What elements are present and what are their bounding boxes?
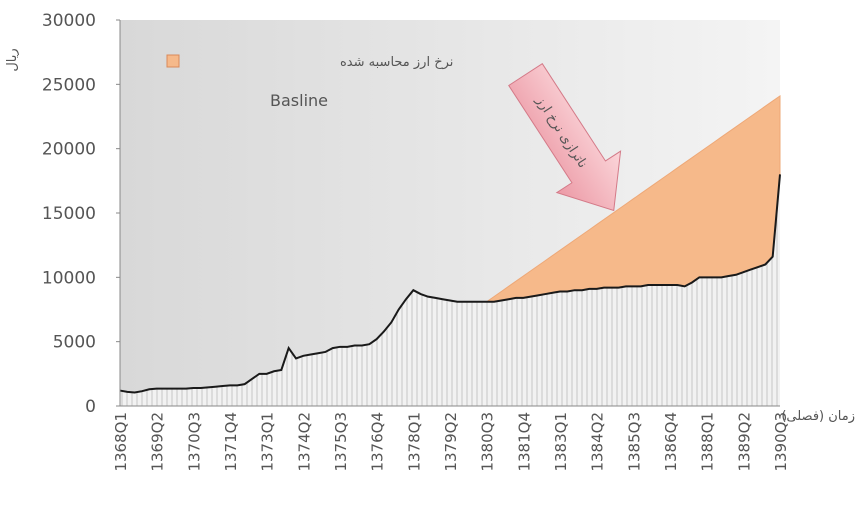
baseline-line <box>119 174 781 394</box>
legend-label: نرخ ارز محاسبه شده <box>340 55 453 70</box>
x-tick-label: 1390Q3 <box>772 412 790 472</box>
x-tick-label: 1374Q2 <box>295 412 313 472</box>
x-tick-label: 1380Q3 <box>479 412 497 472</box>
y-tick-label: 30000 <box>42 11 96 31</box>
y-tick-label: 5000 <box>53 333 96 353</box>
legend-swatch <box>166 54 180 68</box>
x-axis-label: زمان (فصلی) <box>781 409 855 424</box>
x-tick-label: 1379Q2 <box>442 412 460 472</box>
y-tick-label: 15000 <box>42 204 96 224</box>
x-tick-label: 1376Q4 <box>369 412 387 472</box>
x-tick-label: 1385Q3 <box>625 412 643 472</box>
x-tick-label: 1378Q1 <box>405 412 423 472</box>
x-tick-label: 1370Q3 <box>185 412 203 472</box>
x-tick-label: 1373Q1 <box>259 412 277 472</box>
baseline-fill <box>120 174 780 406</box>
x-tick-label: 1381Q4 <box>515 412 533 472</box>
series-label: Basline <box>270 91 328 110</box>
x-tick-label: 1383Q1 <box>552 412 570 472</box>
x-tick-label: 1389Q2 <box>735 412 753 472</box>
y-tick-label: 20000 <box>42 140 96 160</box>
x-tick-label: 1368Q1 <box>112 412 130 472</box>
x-tick-label: 1371Q4 <box>222 412 240 472</box>
x-tick-label: 1369Q2 <box>149 412 167 472</box>
y-tick-label: 10000 <box>42 268 96 288</box>
y-tick-label: 0 <box>85 397 96 417</box>
x-tick-label: 1375Q3 <box>332 412 350 472</box>
x-tick-label: 1384Q2 <box>589 412 607 472</box>
x-tick-label: 1388Q1 <box>699 412 717 472</box>
arrow <box>508 62 622 212</box>
y-axis-label: ریال <box>5 48 20 71</box>
x-tick-label: 1386Q4 <box>662 412 680 472</box>
y-tick-label: 25000 <box>42 75 96 95</box>
